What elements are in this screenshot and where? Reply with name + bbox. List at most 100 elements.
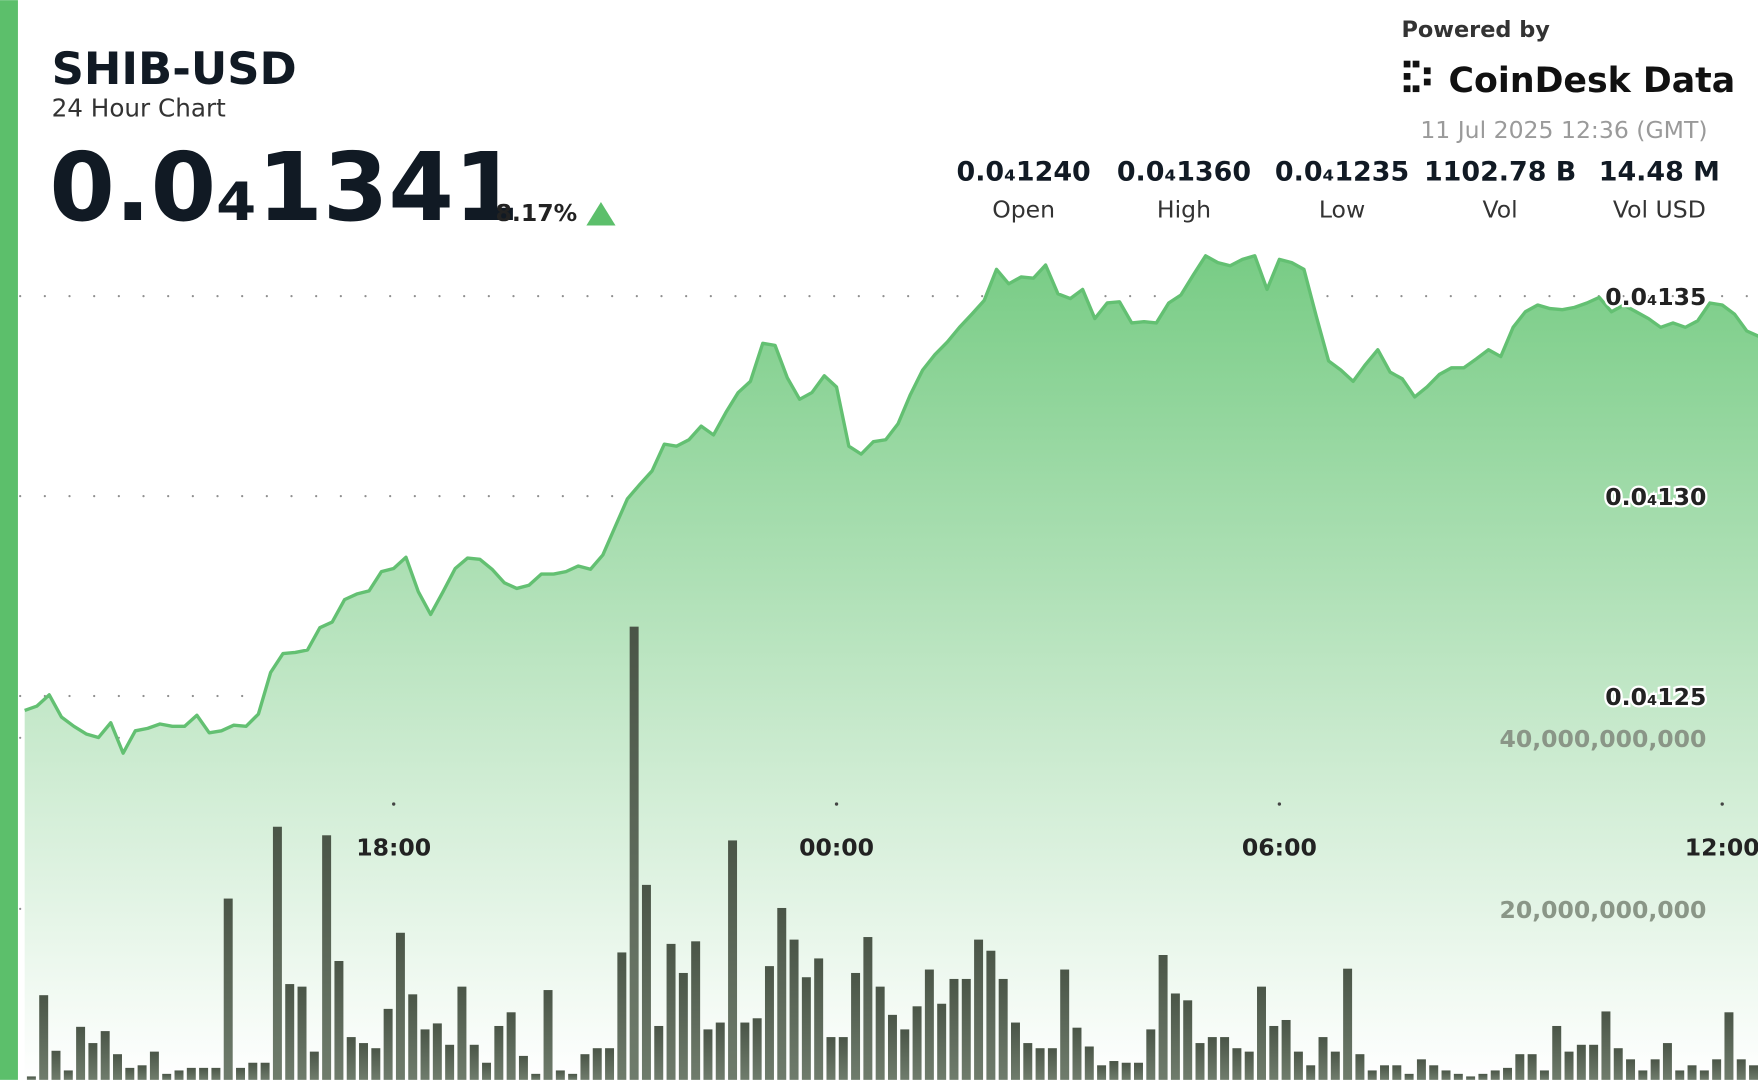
- volume-bar: [863, 937, 873, 1080]
- volume-bar: [113, 1054, 122, 1080]
- volume-bar: [1687, 1065, 1697, 1080]
- volume-bar: [1601, 1011, 1611, 1080]
- volume-bar: [1441, 1070, 1451, 1080]
- volume-bar: [432, 1023, 442, 1080]
- volume-bar: [851, 972, 861, 1080]
- stat-label: Vol USD: [1613, 196, 1706, 224]
- volume-bar: [998, 978, 1008, 1080]
- y2-tick-label: 40,000,000,000: [1500, 725, 1707, 753]
- volume-bar: [1023, 1043, 1033, 1080]
- volume-bar: [88, 1043, 98, 1080]
- volume-bar: [1576, 1044, 1586, 1080]
- volume-bar: [1035, 1048, 1045, 1080]
- volume-bar: [211, 1067, 221, 1080]
- volume-bar: [1220, 1037, 1230, 1080]
- y-tick-label: 0.0₄135: [1605, 283, 1706, 311]
- volume-bar: [1257, 986, 1266, 1080]
- volume-bar: [900, 1029, 910, 1080]
- volume-bar: [1626, 1059, 1636, 1080]
- volume-bar: [346, 1037, 356, 1080]
- volume-bar: [506, 1012, 516, 1080]
- stat-value: 0.0₄1360: [1117, 157, 1251, 188]
- volume-bar: [1010, 1022, 1020, 1080]
- volume-bar: [76, 1026, 86, 1080]
- volume-bar: [1183, 1000, 1193, 1080]
- volume-bar: [1380, 1065, 1389, 1080]
- volume-bar: [322, 835, 332, 1080]
- price-line: [24, 254, 1758, 755]
- volume-bar: [1527, 1054, 1537, 1080]
- volume-bar: [1699, 1070, 1709, 1080]
- volume-bar: [1478, 1073, 1488, 1080]
- volume-bar: [174, 1070, 184, 1080]
- volume-bar: [1060, 969, 1070, 1080]
- x-tick-label: 00:00: [799, 834, 874, 862]
- volume-bar: [1084, 1046, 1094, 1080]
- volume-bar: [629, 626, 639, 1080]
- x-tick-label: 06:00: [1242, 834, 1317, 862]
- volume-bar: [654, 1025, 664, 1080]
- y-tick-label: 0.0₄125: [1605, 683, 1706, 711]
- volume-bar: [1736, 1059, 1746, 1080]
- volume-bar: [801, 977, 811, 1080]
- timestamp: 11 Jul 2025 12:36 (GMT): [1420, 116, 1707, 144]
- volume-bar: [752, 1018, 762, 1080]
- volume-bar: [617, 952, 627, 1080]
- volume-bar: [125, 1067, 135, 1080]
- stat-value: 14.48 M: [1599, 157, 1720, 188]
- volume-bar: [1281, 1019, 1291, 1080]
- volume-bar: [1269, 1025, 1279, 1080]
- volume-bar: [703, 1029, 713, 1080]
- volume-bar: [814, 958, 824, 1080]
- volume-bar: [285, 984, 295, 1080]
- volume-bar: [395, 932, 405, 1080]
- volume-bar: [1232, 1048, 1242, 1080]
- volume-bar: [937, 1003, 947, 1080]
- volume-bar: [39, 995, 49, 1080]
- current-price: 0.0₄1341: [49, 134, 519, 243]
- volume-bar: [1195, 1043, 1205, 1080]
- stat-label: High: [1157, 196, 1211, 224]
- volume-bar: [1564, 1051, 1574, 1080]
- x-tick-mark: [834, 802, 839, 806]
- volume-bar: [974, 939, 984, 1080]
- volume-bar: [1552, 1025, 1562, 1080]
- volume-bar: [555, 1070, 565, 1080]
- volume-bar: [162, 1073, 172, 1080]
- accent-bar: [0, 0, 18, 1080]
- y-tick-label: 0.0₄130: [1605, 483, 1706, 511]
- volume-bar: [1355, 1054, 1365, 1080]
- volume-bar: [1047, 1048, 1057, 1080]
- volume-bar: [408, 994, 418, 1080]
- volume-bar: [1404, 1073, 1414, 1080]
- volume-bar: [272, 826, 282, 1080]
- volume-bar: [137, 1065, 147, 1080]
- volume-bar: [149, 1051, 159, 1080]
- volume-bar: [1589, 1044, 1599, 1080]
- volume-bar: [1097, 1065, 1107, 1080]
- chart-title: SHIB-USD: [52, 42, 297, 95]
- stat-value: 0.0₄1235: [1275, 157, 1409, 188]
- volume-bar: [1638, 1070, 1648, 1080]
- volume-bar: [494, 1025, 504, 1080]
- volume-bar: [223, 898, 233, 1080]
- volume-bar: [248, 1062, 258, 1080]
- stats: 0.0₄1240 Open 0.0₄1360 High 0.0₄1235 Low 1102.…: [956, 157, 1719, 224]
- volume-bar: [1109, 1061, 1119, 1080]
- volume-bar: [1416, 1059, 1426, 1080]
- volume-bar: [666, 943, 676, 1080]
- powered-by: Powered by: [1401, 17, 1550, 43]
- volume-bar: [260, 1062, 270, 1080]
- volume-bar: [1146, 1029, 1156, 1080]
- volume-bar: [1170, 993, 1180, 1080]
- y2-tick-label: 20,000,000,000: [1500, 896, 1707, 924]
- volume-bar: [1293, 1051, 1303, 1080]
- x-tick-label: 18:00: [356, 834, 431, 862]
- volume-bar: [887, 1014, 897, 1080]
- x-tick-mark: [1720, 802, 1724, 806]
- volume-bar: [580, 1054, 590, 1080]
- stat-value: 0.0₄1240: [956, 157, 1090, 188]
- volume-bar: [236, 1067, 245, 1080]
- volume-bar: [100, 1031, 110, 1080]
